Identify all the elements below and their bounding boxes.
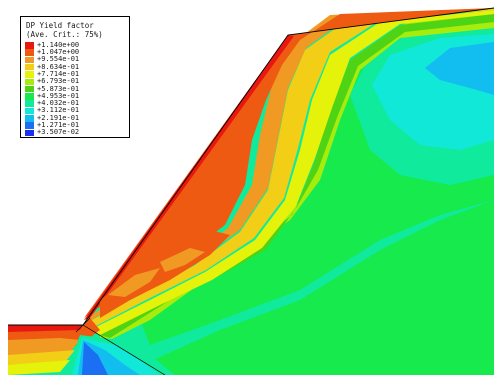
legend-value-label: +8.634e-01 [37, 62, 80, 71]
legend-entry: +6.793e-01 [25, 77, 80, 86]
legend-swatch [25, 42, 34, 49]
legend: DP Yield factor (Ave. Crit.: 75%) +1.140… [20, 16, 130, 138]
legend-swatch [25, 122, 34, 129]
legend-entry: +8.634e-01 [25, 62, 80, 71]
legend-entry: +1.047e+00 [25, 49, 79, 56]
legend-swatch [25, 115, 34, 122]
legend-value-label: +5.873e-01 [37, 84, 80, 93]
legend-value-label: +1.047e+00 [37, 48, 80, 57]
slope-line-lower [82, 324, 166, 375]
patch-light-orange-2 [160, 248, 205, 272]
legend-entry: +1.271e-01 [25, 122, 79, 129]
legend-value-label: +4.953e-01 [37, 91, 80, 100]
legend-title: DP Yield factor [26, 21, 94, 30]
slope-line-lower-2 [75, 317, 91, 333]
legend-value-label: +3.507e-02 [37, 128, 80, 137]
legend-value-label: +1.271e-01 [37, 121, 80, 130]
slope-outline [8, 7, 494, 326]
legend-entry: +4.032e-01 [25, 100, 79, 107]
toe-red [8, 325, 83, 332]
legend-value-label: +4.032e-01 [37, 99, 80, 108]
legend-value-label: +9.554e-01 [37, 55, 80, 64]
legend-entry: +9.554e-01 [25, 55, 80, 64]
legend-entry: +3.112e-01 [25, 106, 80, 115]
legend-swatch [25, 63, 34, 71]
legend-swatch [25, 129, 34, 137]
legend-value-label: +6.793e-01 [37, 77, 80, 86]
legend-entry: +4.953e-01 [25, 91, 80, 100]
legend-entry: +3.507e-02 [25, 128, 80, 137]
legend-subtitle: (Ave. Crit.: 75%) [26, 30, 103, 39]
band-green-lower [120, 200, 494, 375]
band-sky-blue-upper [425, 42, 494, 95]
legend-swatch [25, 49, 34, 56]
legend-value-label: +3.112e-01 [37, 106, 80, 115]
legend-swatch [25, 93, 34, 100]
band-yellow [88, 8, 494, 328]
legend-swatch [25, 100, 34, 107]
toe-blue [82, 342, 108, 375]
legend-value-label: +2.191e-01 [37, 113, 80, 122]
legend-value-label: +1.140e+00 [37, 40, 80, 49]
legend-swatch [25, 78, 34, 85]
legend-swatch [25, 56, 34, 64]
legend-swatch [25, 107, 34, 115]
legend-entry: +7.714e-01 [25, 69, 80, 78]
legend-value-label: +7.714e-01 [37, 69, 80, 78]
legend-entry: +1.140e+00 [25, 40, 80, 49]
patch-light-orange-1 [108, 268, 160, 297]
toe-yellow-green [8, 360, 70, 375]
legend-swatch [25, 71, 34, 78]
band-light-orange [86, 8, 494, 322]
legend-entry: +5.873e-01 [25, 84, 80, 93]
legend-swatch [25, 85, 34, 93]
legend-entry: +2.191e-01 [25, 113, 80, 122]
